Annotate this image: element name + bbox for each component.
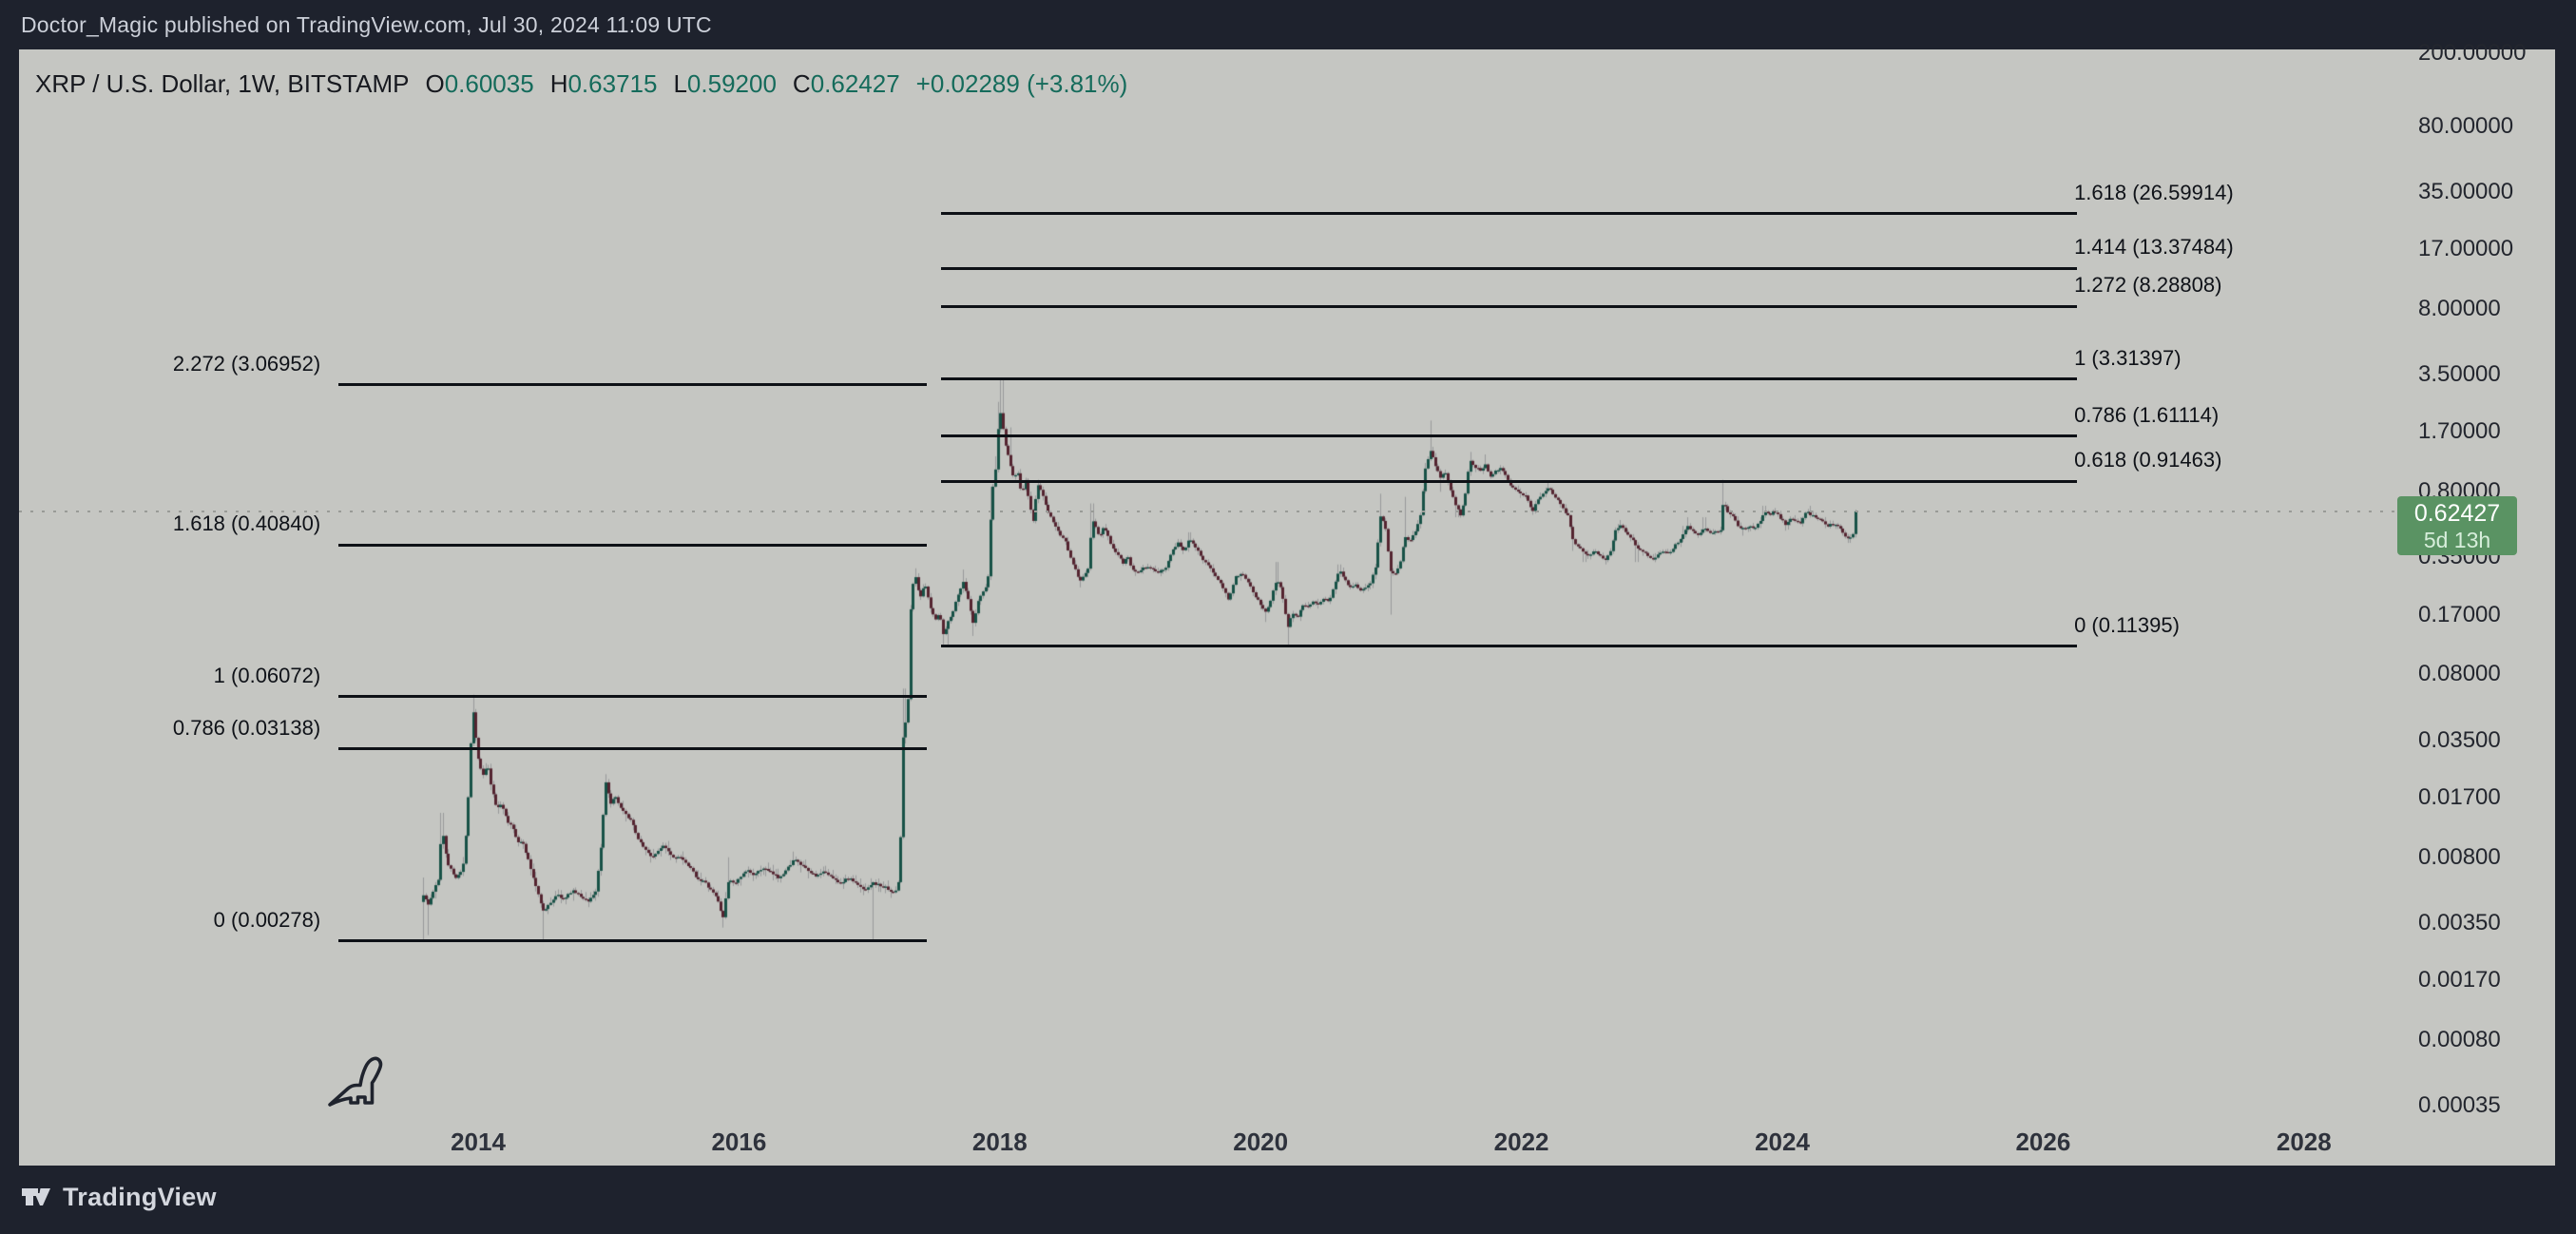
symbol-title: XRP / U.S. Dollar, 1W, BITSTAMP <box>35 69 410 98</box>
tradingview-brand-text[interactable]: TradingView <box>63 1183 217 1211</box>
price-tick-label: 0.00170 <box>2418 967 2501 993</box>
fib-level-line[interactable] <box>941 645 2078 648</box>
year-tick-label: 2016 <box>711 1128 767 1156</box>
fib-level-line[interactable] <box>338 695 927 698</box>
price-tick-label: 0.00350 <box>2418 909 2501 935</box>
fib-level-label: 0 (0.00278) <box>213 907 321 932</box>
fib-level-line[interactable] <box>941 212 2078 216</box>
year-tick-label: 2026 <box>2015 1128 2071 1156</box>
year-tick-label: 2024 <box>1755 1128 1810 1156</box>
price-tick-label: 35.00000 <box>2418 178 2514 204</box>
high-field: H0.63715 <box>550 69 658 98</box>
year-tick-label: 2028 <box>2276 1128 2332 1156</box>
fib-level-label: 1.618 (26.59914) <box>2074 180 2234 204</box>
low-field: L0.59200 <box>673 69 776 98</box>
fib-level-line[interactable] <box>941 266 2078 270</box>
price-tick-label: 0.00035 <box>2418 1092 2501 1118</box>
price-tick-label: 200.00000 <box>2418 40 2527 67</box>
year-tick-label: 2020 <box>1233 1128 1289 1156</box>
fib-level-line[interactable] <box>338 939 927 943</box>
close-field: C0.62427 <box>793 69 900 98</box>
chart-surface: 2.272 (3.06952) 1.618 (0.40840) 1 (0.06072… <box>19 41 2555 1166</box>
fib-level-label: 0.786 (0.03138) <box>172 715 321 740</box>
year-tick-label: 2018 <box>971 1128 1028 1156</box>
bar-close-countdown: 5d 13h <box>2423 527 2491 552</box>
fib-level-line[interactable] <box>941 304 2078 308</box>
price-tick-label: 17.00000 <box>2418 236 2514 262</box>
fib-level-line[interactable] <box>338 543 927 547</box>
high-label: H <box>549 69 568 98</box>
fib-level-label: 1.618 (0.40840) <box>172 511 321 536</box>
open-label: O <box>425 69 445 98</box>
fib-level-label: 0.618 (0.91463) <box>2074 448 2222 472</box>
last-price-dotted-line <box>19 510 2397 512</box>
open-value: 0.60035 <box>444 69 534 98</box>
price-tick-label: 0.03500 <box>2418 726 2501 753</box>
year-tick-label: 2022 <box>1493 1128 1549 1156</box>
high-value: 0.63715 <box>567 69 658 98</box>
close-label: C <box>792 69 811 98</box>
publish-caption: Doctor_Magic published on TradingView.co… <box>21 12 712 37</box>
price-tick-label: 1.70000 <box>2418 418 2501 445</box>
last-price-value: 0.62427 <box>2413 499 2501 527</box>
price-tick-label: 3.50000 <box>2418 361 2501 387</box>
footer-bar: TradingView <box>0 1166 2576 1234</box>
fib-level-label: 1 (3.31397) <box>2074 345 2182 370</box>
price-tick-label: 0.00800 <box>2418 843 2501 870</box>
fib-level-label: 1 (0.06072) <box>213 663 321 687</box>
last-price-badge[interactable]: 0.62427 5d 13h <box>2397 495 2517 555</box>
publish-header-bar: Doctor_Magic published on TradingView.co… <box>0 0 2576 49</box>
open-field: O0.60035 <box>425 69 533 98</box>
year-tick-label: 2014 <box>451 1128 506 1156</box>
dinosaur-doodle-icon <box>328 1056 383 1107</box>
close-value: 0.62427 <box>810 69 900 98</box>
price-tick-label: 0.17000 <box>2418 601 2501 627</box>
fib-level-label: 0.786 (1.61114) <box>2074 402 2220 427</box>
low-value: 0.59200 <box>686 69 777 98</box>
fib-level-line[interactable] <box>338 747 927 751</box>
tradingview-logo-icon[interactable] <box>20 1181 58 1213</box>
low-label: L <box>673 69 687 98</box>
fib-level-label: 0 (0.11395) <box>2074 612 2180 637</box>
change-value: +0.02289 (+3.81%) <box>915 69 1128 98</box>
candlestick-chart-canvas[interactable] <box>19 49 2555 1166</box>
fib-level-label: 1.272 (8.28808) <box>2074 273 2222 298</box>
price-tick-label: 8.00000 <box>2418 295 2501 321</box>
fib-level-line[interactable] <box>941 377 2078 381</box>
symbol-ohlc-row: XRP / U.S. Dollar, 1W, BITSTAMP O0.60035 H… <box>35 69 1144 98</box>
fib-level-line[interactable] <box>338 383 927 387</box>
fib-level-label: 2.272 (3.06952) <box>172 351 321 376</box>
price-tick-label: 0.00080 <box>2418 1026 2501 1052</box>
price-tick-label: 0.08000 <box>2418 661 2501 687</box>
fib-level-line[interactable] <box>941 479 2078 483</box>
price-tick-label: 0.01700 <box>2418 783 2501 810</box>
fib-level-line[interactable] <box>941 434 2078 438</box>
fib-level-label: 1.414 (13.37484) <box>2074 235 2234 260</box>
price-tick-label: 80.00000 <box>2418 112 2514 139</box>
